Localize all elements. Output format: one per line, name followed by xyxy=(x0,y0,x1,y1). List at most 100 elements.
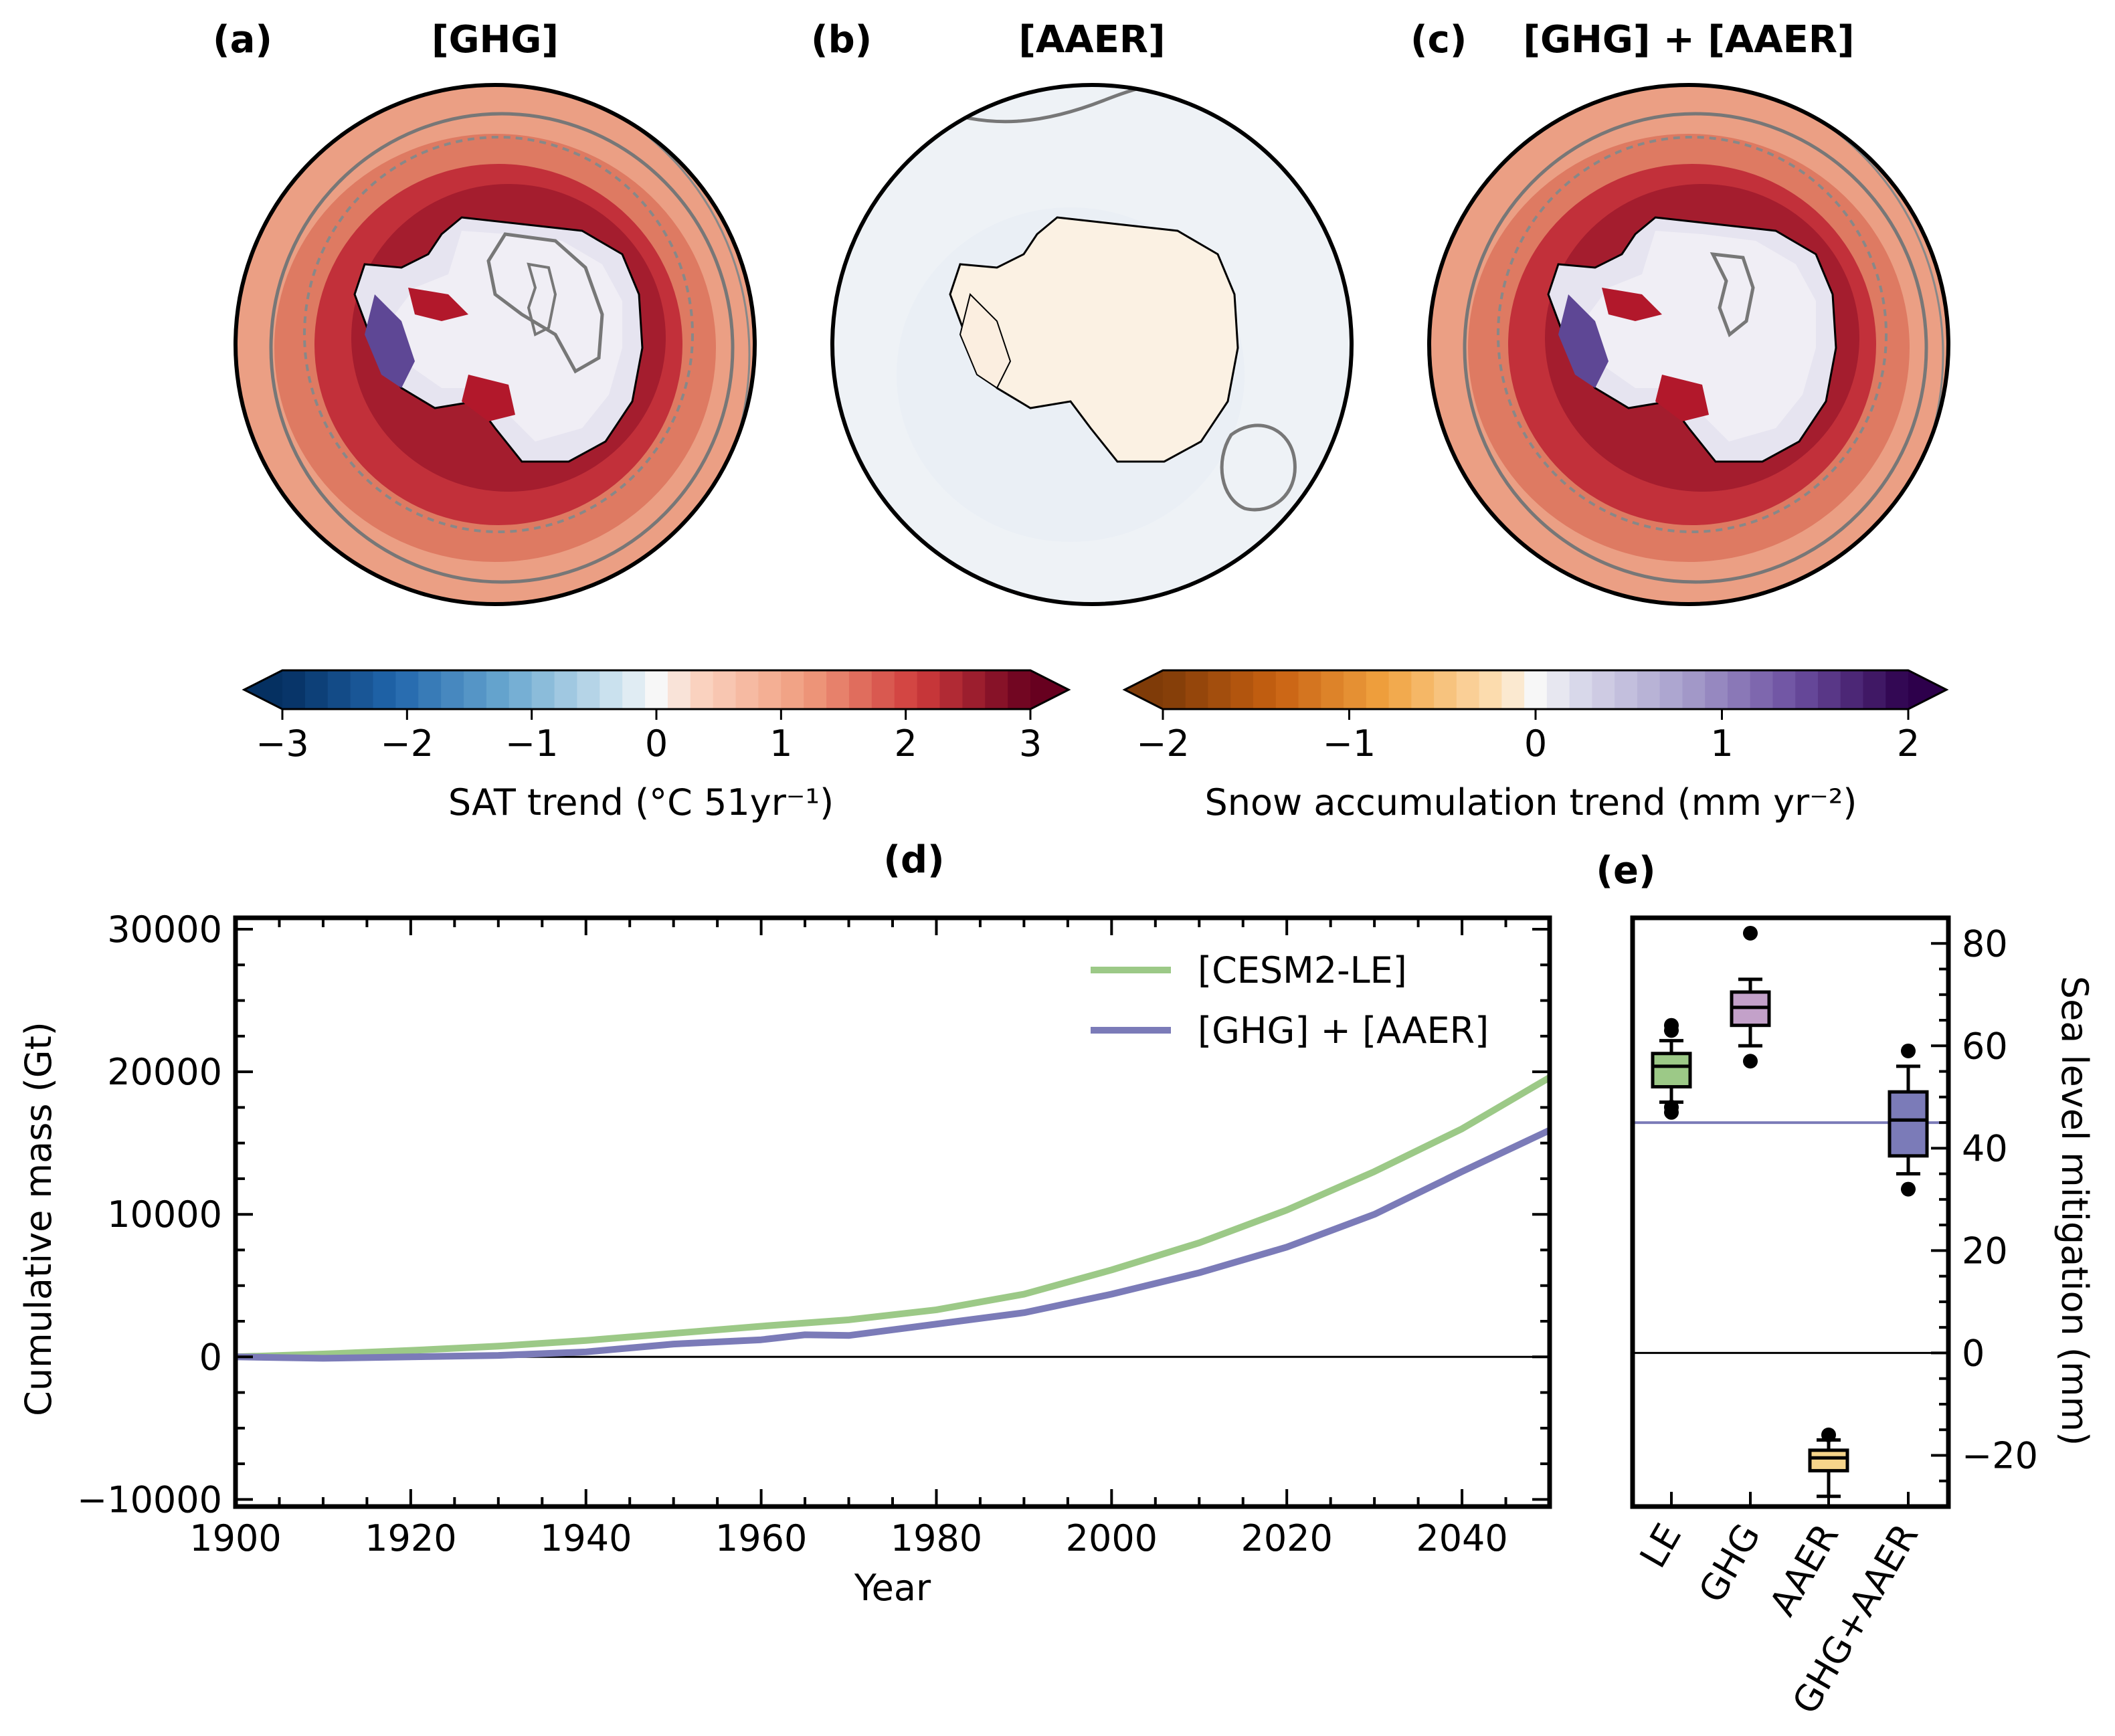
plot-d-xtick-label: 2020 xyxy=(1240,1517,1332,1559)
colorbar-segment xyxy=(1208,670,1231,709)
colorbar-segment xyxy=(758,670,781,709)
colorbar-segment xyxy=(1434,670,1457,709)
antarctica-b xyxy=(949,216,1239,463)
colorbar-segment xyxy=(441,670,464,709)
panel-e-label: (e) xyxy=(1596,849,1655,892)
colorbar-tick-label: −3 xyxy=(256,722,309,765)
colorbar-extend-high xyxy=(1908,670,1947,709)
colorbar-segment xyxy=(1008,670,1031,709)
plot-e-ytick-label: 60 xyxy=(1962,1025,2008,1067)
plot-d-ytick-label: 10000 xyxy=(107,1193,222,1236)
colorbar-segment xyxy=(1298,670,1321,709)
colorbar-snow: −2 −1 0 1 2 xyxy=(1122,669,1949,765)
box-le xyxy=(1651,1018,1692,1120)
colorbar-segment xyxy=(1163,670,1186,709)
colorbar-tick-label: 1 xyxy=(769,722,792,765)
plot-d-xlabel: Year xyxy=(854,1567,931,1609)
colorbar-segment xyxy=(1727,670,1751,709)
plot-e-xtick-label: LE xyxy=(1632,1517,1690,1575)
plot-e-xtick-label: GHG xyxy=(1691,1517,1769,1610)
colorbar-segment xyxy=(1546,670,1570,709)
colorbar-segment xyxy=(1501,670,1525,709)
box-outlier xyxy=(1901,1181,1916,1197)
colorbar-segment xyxy=(1682,670,1706,709)
plot-d-xtick-label: 1960 xyxy=(715,1517,807,1559)
plot-d-xtick-label: 2040 xyxy=(1416,1517,1507,1559)
colorbar-segment xyxy=(1659,670,1683,709)
colorbar-segment xyxy=(1321,670,1344,709)
plot-d-xtick-label: 1900 xyxy=(189,1517,281,1559)
box-outlier xyxy=(1743,1054,1758,1069)
panel-c-title: [GHG] + [AAER] xyxy=(1523,18,1854,62)
panel-b-label: (b) xyxy=(811,18,872,62)
colorbar-segment xyxy=(486,670,510,709)
colorbar-segment xyxy=(1637,670,1661,709)
colorbar-segment xyxy=(1615,670,1638,709)
colorbar-segment xyxy=(554,670,578,709)
colorbar-segment xyxy=(1344,670,1367,709)
colorbar-segment xyxy=(735,670,759,709)
series-line-cesm2-le xyxy=(235,1074,1552,1361)
box-outlier xyxy=(1821,1427,1836,1442)
colorbar-segment xyxy=(464,670,487,709)
colorbar-segment xyxy=(1750,670,1774,709)
colorbar-segment xyxy=(804,670,827,709)
plot-e-xtick-label: AAER xyxy=(1761,1517,1847,1623)
colorbar-extend-high xyxy=(1030,670,1069,709)
colorbar-segment xyxy=(1705,670,1728,709)
colorbar-segment xyxy=(1388,670,1412,709)
colorbar-segment xyxy=(350,670,374,709)
plot-e-ytick-label: −20 xyxy=(1962,1434,2038,1476)
plot-d-ytick-label: 30000 xyxy=(107,908,222,951)
colorbar-tick-label: 2 xyxy=(894,722,917,765)
panel-a-label: (a) xyxy=(213,18,272,62)
plot-d-ylabel: Cumulative mass (Gt) xyxy=(17,1022,60,1416)
colorbar-segment xyxy=(577,670,600,709)
map-c xyxy=(1429,85,1948,604)
colorbar-segment xyxy=(1795,670,1819,709)
colorbar-segment xyxy=(1840,670,1864,709)
panel-d-label: (d) xyxy=(883,838,944,882)
colorbar-sat-label: SAT trend (°C 51yr⁻¹) xyxy=(448,781,834,824)
colorbar-segment xyxy=(1524,670,1548,709)
legend-label: [CESM2-LE] xyxy=(1198,949,1407,991)
plot-e-ytick-label: 20 xyxy=(1962,1230,2008,1272)
panel-a-title: [GHG] xyxy=(432,18,559,62)
panel-c-label: (c) xyxy=(1410,18,1467,62)
map-a-frame xyxy=(234,83,757,606)
panel-b-title: [AAER] xyxy=(1018,18,1165,62)
colorbar-segment xyxy=(418,670,442,709)
map-c-frame xyxy=(1427,83,1950,606)
colorbar-tick-label: −2 xyxy=(1136,722,1190,765)
colorbar-tick-label: 0 xyxy=(645,722,668,765)
colorbar-segment xyxy=(848,670,872,709)
colorbar-segment xyxy=(1863,670,1886,709)
colorbar-segment xyxy=(985,670,1008,709)
map-b-frame xyxy=(830,83,1354,606)
plot-d-xtick-label: 1940 xyxy=(540,1517,632,1559)
plot-e-ylabel: Sea level mitigation (mm) xyxy=(2053,976,2096,1446)
plot-d-xtick-label: 1920 xyxy=(365,1517,456,1559)
colorbar-tick-label: 0 xyxy=(1524,722,1547,765)
colorbar-tick-label: 1 xyxy=(1710,722,1733,765)
colorbar-segment xyxy=(713,670,737,709)
colorbar-segment xyxy=(1275,670,1299,709)
colorbar-tick-label: 3 xyxy=(1019,722,1042,765)
colorbar-segment xyxy=(1817,670,1841,709)
colorbar-segment xyxy=(1366,670,1390,709)
colorbar-segment xyxy=(1185,670,1209,709)
colorbar-extend-low xyxy=(244,670,282,709)
plot-e-area xyxy=(1633,918,1948,1507)
colorbar-segment xyxy=(871,670,895,709)
legend-label: [GHG] + [AAER] xyxy=(1198,1009,1489,1052)
plot-e-ytick-label: 0 xyxy=(1962,1332,1985,1374)
colorbar-segment xyxy=(1592,670,1615,709)
colorbar-tick-label: 2 xyxy=(1897,722,1920,765)
colorbar-segment xyxy=(1411,670,1435,709)
colorbar-segment xyxy=(917,670,941,709)
colorbar-segment xyxy=(781,670,804,709)
plot-d-ytick-label: −10000 xyxy=(77,1478,222,1521)
box-outlier xyxy=(1664,1018,1679,1033)
colorbar-segment xyxy=(962,670,986,709)
